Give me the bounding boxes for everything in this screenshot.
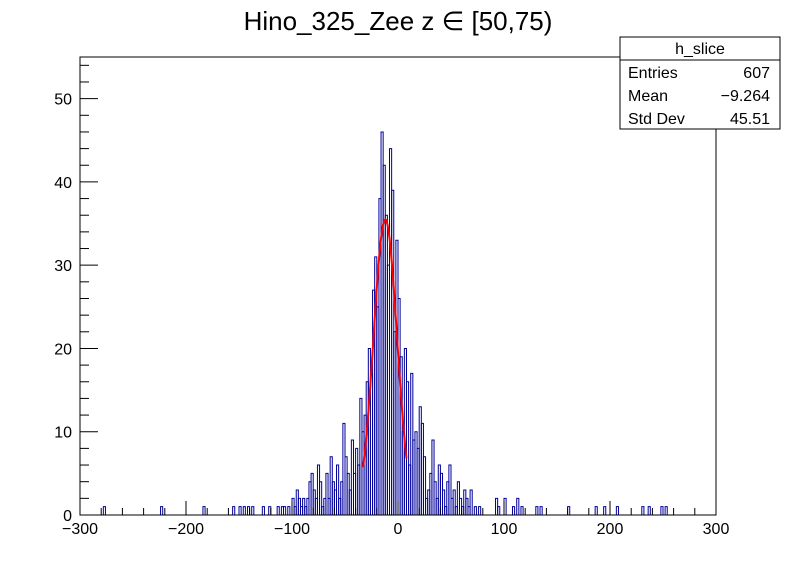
histogram-bin xyxy=(664,506,668,515)
axes: −300 −200 −100 0 100 200 300 0 10 20 30 40 50 xyxy=(54,56,730,538)
stats-box: h_slice Entries 607 Mean −9.264 Std Dev … xyxy=(619,36,781,130)
histogram-bin xyxy=(276,506,280,515)
y-tick-label: 0 xyxy=(63,508,72,525)
histogram-bin xyxy=(511,506,516,515)
histogram-bin xyxy=(319,481,323,515)
stats-mean-value: −9.264 xyxy=(721,88,770,105)
y-tick-label: 40 xyxy=(54,175,72,192)
histogram-bin xyxy=(469,489,473,515)
histogram-bin xyxy=(261,506,265,515)
histogram-bin xyxy=(202,506,206,515)
histogram-bin xyxy=(448,464,452,515)
histogram-bin xyxy=(431,439,435,515)
y-tick-label: 50 xyxy=(54,92,72,109)
histogram-bin xyxy=(660,506,664,515)
chart-title: Hino_325_Zee z ∈ [50,75) xyxy=(244,6,553,36)
histogram-bin xyxy=(641,506,645,515)
histogram-bin xyxy=(647,506,651,515)
x-tick-label: −200 xyxy=(168,521,204,538)
histogram-bin xyxy=(251,506,255,515)
stats-box-title: h_slice xyxy=(675,41,725,58)
y-tick-label: 30 xyxy=(54,258,72,275)
gaussian-fit-line xyxy=(362,218,408,468)
histogram-bin xyxy=(283,506,287,515)
histogram-bin xyxy=(535,506,539,515)
histogram-bin xyxy=(516,497,520,515)
histogram-bin xyxy=(603,506,607,515)
y-tick-label: 10 xyxy=(54,425,72,442)
histogram-bin xyxy=(452,489,456,515)
stats-stddev-value: 45.51 xyxy=(730,111,770,128)
x-tick-label: 0 xyxy=(394,521,403,538)
histogram-bin xyxy=(287,506,291,515)
histogram-bin xyxy=(102,506,106,515)
x-tick-label: 100 xyxy=(491,521,518,538)
histogram-bin xyxy=(594,506,598,515)
stats-entries-label: Entries xyxy=(628,65,678,82)
histogram-bin xyxy=(615,506,619,515)
x-tick-label: −300 xyxy=(62,521,98,538)
stats-stddev-label: Std Dev xyxy=(628,111,685,128)
stats-entries-value: 607 xyxy=(743,65,770,82)
plot-area xyxy=(80,131,716,516)
histogram-bin xyxy=(242,506,246,515)
histogram-bin xyxy=(473,506,477,515)
histogram-bin xyxy=(336,464,340,515)
histogram-bin xyxy=(238,506,242,515)
histogram-bin xyxy=(442,489,446,515)
histogram-bin xyxy=(422,456,427,515)
histogram-bin xyxy=(497,506,501,515)
y-tick-label: 20 xyxy=(54,341,72,358)
x-tick-label: −100 xyxy=(274,521,310,538)
x-tick-label: 300 xyxy=(703,521,730,538)
histogram-bin xyxy=(520,506,524,515)
stats-box-frame xyxy=(619,36,781,130)
histogram-bin xyxy=(160,506,164,515)
histogram-bin xyxy=(325,472,329,515)
x-tick-label: 200 xyxy=(597,521,624,538)
histogram-bin xyxy=(232,506,236,515)
histogram-bin xyxy=(405,381,410,515)
histogram-bin xyxy=(478,506,482,515)
stats-mean-label: Mean xyxy=(628,88,668,105)
histogram-bin xyxy=(539,506,543,515)
